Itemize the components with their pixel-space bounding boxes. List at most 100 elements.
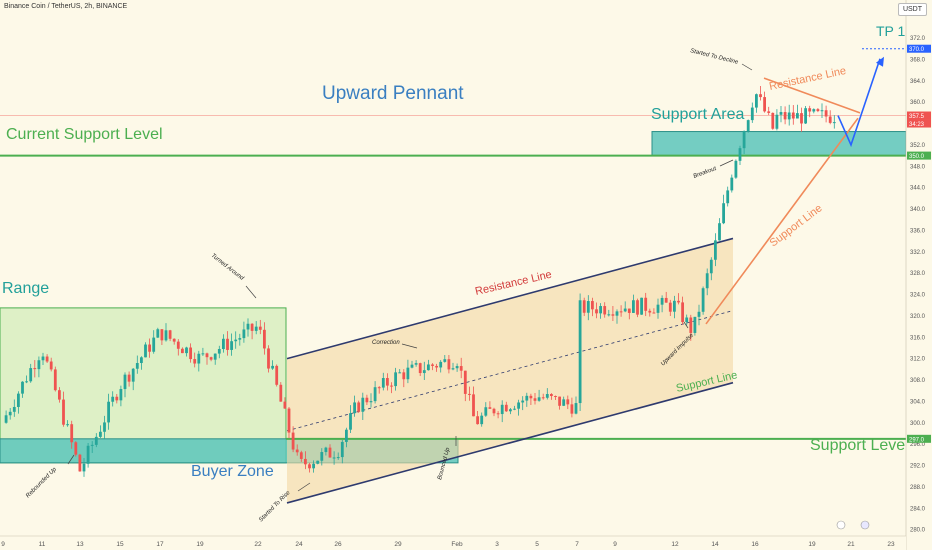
range-label: Range	[2, 280, 49, 297]
candle-body	[578, 300, 582, 404]
buyer-zone-label: Buyer Zone	[191, 463, 274, 480]
tp-price-tag-bg	[907, 44, 931, 53]
x-tick-label: 26	[334, 541, 342, 548]
candle-body	[58, 390, 61, 400]
x-tick-label: Feb	[451, 541, 463, 548]
x-tick-label: 17	[156, 541, 164, 548]
candle-body	[427, 364, 430, 371]
pennant-support-line	[705, 117, 859, 325]
candle-body	[701, 288, 705, 312]
candle-body	[816, 109, 820, 112]
candle-body	[242, 329, 246, 339]
channel-midline	[286, 310, 734, 432]
candle-body	[189, 347, 192, 360]
candle-body	[681, 302, 684, 323]
y-tick-label: 316.0	[910, 335, 926, 341]
candle-body	[582, 300, 586, 313]
candle-body	[488, 407, 492, 409]
candle-body	[796, 113, 799, 119]
y-tick-label: 332.0	[910, 250, 926, 256]
candle-body	[463, 370, 467, 394]
candle-body	[771, 112, 775, 129]
candle-body	[541, 397, 545, 399]
support-area-tag-bg	[907, 151, 931, 160]
candle-body	[140, 357, 143, 364]
candle-body	[312, 463, 315, 469]
candle-body	[459, 366, 463, 371]
candle-body	[693, 316, 697, 333]
candle-body	[664, 297, 668, 303]
lightning-icon	[836, 520, 846, 530]
x-tick-label: 22	[254, 541, 262, 548]
candle-body	[513, 408, 516, 410]
candle-body	[689, 317, 693, 333]
candle-body	[623, 308, 627, 312]
candle-body	[267, 348, 270, 369]
candle-body	[599, 306, 602, 314]
upward-pennant-label: Upward Pennant	[322, 83, 464, 104]
candle-body	[496, 413, 500, 415]
y-tick-label: 284.0	[910, 506, 926, 512]
candle-body	[17, 393, 20, 407]
candle-body	[25, 381, 28, 383]
current-price-tag-bg	[907, 111, 931, 120]
y-tick-label: 352.0	[910, 143, 926, 149]
candle-body	[746, 120, 750, 132]
y-tick-label: 324.0	[910, 293, 926, 299]
x-tick-label: 3	[495, 541, 499, 548]
candle-body	[353, 402, 356, 414]
candle-body	[611, 314, 615, 316]
candle-body	[742, 131, 746, 149]
candle-body	[283, 401, 287, 409]
candle-body	[533, 398, 537, 401]
x-tick-label: 21	[847, 541, 855, 548]
y-tick-label: 292.0	[910, 464, 926, 470]
candle-body	[111, 396, 115, 402]
candle-body	[181, 348, 184, 354]
candle-body	[246, 323, 250, 330]
x-tick-label: 7	[575, 541, 579, 548]
candle-body	[45, 356, 49, 362]
candle-body	[394, 372, 397, 387]
y-tick-label: 340.0	[910, 207, 926, 213]
candle-body	[418, 363, 422, 374]
candle-body	[455, 366, 459, 369]
candle-body	[705, 273, 709, 289]
currency-button[interactable]: USDT	[897, 3, 927, 16]
candle-body	[78, 454, 82, 472]
candle-body	[718, 223, 721, 241]
candle-body	[439, 361, 443, 368]
candle-body	[808, 108, 812, 112]
candle-body	[156, 329, 160, 338]
candle-body	[750, 107, 754, 121]
candle-body	[550, 394, 553, 397]
candle-body	[632, 300, 635, 313]
candle-body	[472, 394, 475, 417]
candle-body	[349, 413, 352, 430]
candle-body	[668, 302, 672, 312]
candle-body	[291, 432, 295, 450]
candle-body	[410, 364, 414, 368]
candle-body	[726, 190, 730, 204]
candle-body	[377, 387, 381, 389]
candle-body	[49, 361, 53, 370]
candle-body	[217, 349, 221, 354]
candle-body	[90, 444, 94, 446]
x-tick-label: 12	[671, 541, 679, 548]
channel-support-line	[286, 381, 734, 504]
candle-body	[82, 463, 86, 472]
upward-impulse-arrow	[683, 321, 689, 329]
candle-body	[287, 408, 291, 433]
countdown-tag-bg	[907, 119, 931, 128]
x-tick-label: 14	[711, 541, 719, 548]
candle-body	[33, 368, 37, 370]
x-axis-panel	[0, 536, 906, 550]
candle-body	[529, 395, 533, 399]
candle-body	[636, 300, 639, 315]
candle-body	[828, 116, 832, 123]
support-area-box	[651, 131, 907, 157]
candle-body	[172, 338, 176, 342]
correction-note: Correction	[372, 340, 400, 346]
breakout-arrow	[719, 159, 734, 167]
y-tick-label: 300.0	[910, 421, 926, 427]
